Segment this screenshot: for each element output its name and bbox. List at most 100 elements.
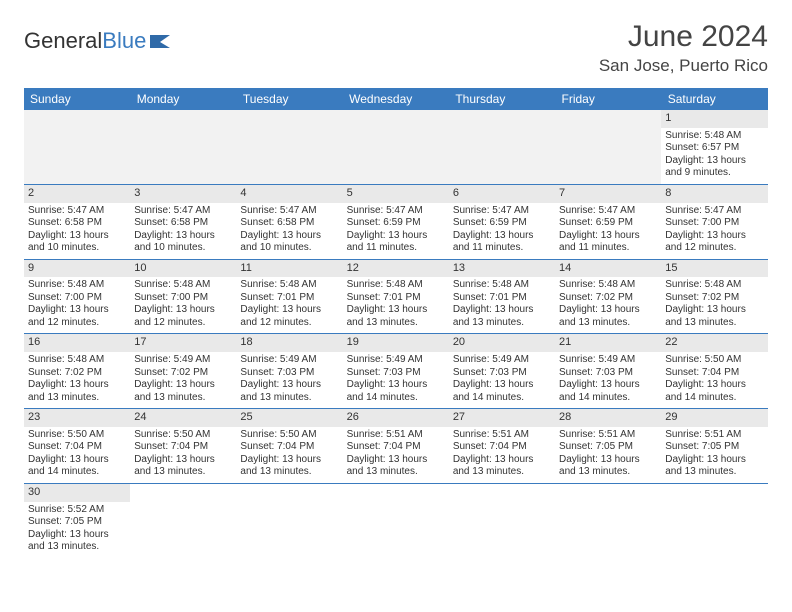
calendar-cell: 12Sunrise: 5:48 AMSunset: 7:01 PMDayligh…: [343, 259, 449, 334]
day-number: 8: [661, 185, 767, 203]
day-number: 5: [343, 185, 449, 203]
sunrise-text: Sunrise: 5:47 AM: [134, 205, 232, 218]
daylight-text: Daylight: 13 hours and 13 minutes.: [559, 304, 657, 329]
sunrise-text: Sunrise: 5:49 AM: [134, 354, 232, 367]
daylight-text: Daylight: 13 hours and 10 minutes.: [28, 230, 126, 255]
day-number: 21: [555, 334, 661, 352]
day-number: 4: [236, 185, 342, 203]
calendar-cell: 23Sunrise: 5:50 AMSunset: 7:04 PMDayligh…: [24, 409, 130, 484]
sunrise-text: Sunrise: 5:49 AM: [559, 354, 657, 367]
weekday-header: Sunday: [24, 88, 130, 110]
day-number: 11: [236, 260, 342, 278]
daylight-text: Daylight: 13 hours and 13 minutes.: [665, 454, 763, 479]
daylight-text: Daylight: 13 hours and 14 minutes.: [665, 379, 763, 404]
sunrise-text: Sunrise: 5:47 AM: [665, 205, 763, 218]
calendar-cell: 21Sunrise: 5:49 AMSunset: 7:03 PMDayligh…: [555, 334, 661, 409]
sunset-text: Sunset: 7:00 PM: [665, 217, 763, 230]
sunrise-text: Sunrise: 5:47 AM: [559, 205, 657, 218]
day-number: 7: [555, 185, 661, 203]
daylight-text: Daylight: 13 hours and 11 minutes.: [453, 230, 551, 255]
calendar-cell: 4Sunrise: 5:47 AMSunset: 6:58 PMDaylight…: [236, 184, 342, 259]
daylight-text: Daylight: 13 hours and 12 minutes.: [134, 304, 232, 329]
sunrise-text: Sunrise: 5:48 AM: [665, 130, 763, 143]
day-number: 15: [661, 260, 767, 278]
calendar-cell: [449, 483, 555, 557]
calendar-cell: 19Sunrise: 5:49 AMSunset: 7:03 PMDayligh…: [343, 334, 449, 409]
day-number: 19: [343, 334, 449, 352]
calendar-cell: [449, 110, 555, 184]
calendar-cell: [130, 483, 236, 557]
sunset-text: Sunset: 7:01 PM: [347, 292, 445, 305]
day-number: 1: [661, 110, 767, 128]
day-number: 24: [130, 409, 236, 427]
sunset-text: Sunset: 7:03 PM: [240, 367, 338, 380]
calendar-cell: [343, 483, 449, 557]
sunset-text: Sunset: 7:00 PM: [134, 292, 232, 305]
calendar-week-row: 30Sunrise: 5:52 AMSunset: 7:05 PMDayligh…: [24, 483, 768, 557]
daylight-text: Daylight: 13 hours and 9 minutes.: [665, 155, 763, 180]
calendar-week-row: 23Sunrise: 5:50 AMSunset: 7:04 PMDayligh…: [24, 409, 768, 484]
sunrise-text: Sunrise: 5:51 AM: [665, 429, 763, 442]
sunset-text: Sunset: 7:02 PM: [134, 367, 232, 380]
sunrise-text: Sunrise: 5:50 AM: [28, 429, 126, 442]
calendar-cell: [24, 110, 130, 184]
sunrise-text: Sunrise: 5:51 AM: [453, 429, 551, 442]
calendar-cell: 22Sunrise: 5:50 AMSunset: 7:04 PMDayligh…: [661, 334, 767, 409]
daylight-text: Daylight: 13 hours and 10 minutes.: [134, 230, 232, 255]
sunrise-text: Sunrise: 5:47 AM: [28, 205, 126, 218]
sunset-text: Sunset: 7:03 PM: [453, 367, 551, 380]
sunrise-text: Sunrise: 5:49 AM: [240, 354, 338, 367]
day-number: 30: [24, 484, 130, 502]
sunset-text: Sunset: 6:58 PM: [240, 217, 338, 230]
day-number: 23: [24, 409, 130, 427]
daylight-text: Daylight: 13 hours and 11 minutes.: [559, 230, 657, 255]
sunrise-text: Sunrise: 5:51 AM: [559, 429, 657, 442]
calendar-cell: 3Sunrise: 5:47 AMSunset: 6:58 PMDaylight…: [130, 184, 236, 259]
day-number: 10: [130, 260, 236, 278]
calendar-body: 1Sunrise: 5:48 AMSunset: 6:57 PMDaylight…: [24, 110, 768, 558]
calendar-cell: [555, 110, 661, 184]
daylight-text: Daylight: 13 hours and 13 minutes.: [347, 454, 445, 479]
calendar-cell: 2Sunrise: 5:47 AMSunset: 6:58 PMDaylight…: [24, 184, 130, 259]
day-number: 27: [449, 409, 555, 427]
sunset-text: Sunset: 7:03 PM: [347, 367, 445, 380]
sunset-text: Sunset: 7:03 PM: [559, 367, 657, 380]
calendar-cell: [130, 110, 236, 184]
calendar-table: SundayMondayTuesdayWednesdayThursdayFrid…: [24, 88, 768, 558]
sunrise-text: Sunrise: 5:50 AM: [134, 429, 232, 442]
sunset-text: Sunset: 7:04 PM: [453, 441, 551, 454]
sunrise-text: Sunrise: 5:48 AM: [28, 354, 126, 367]
sunset-text: Sunset: 7:01 PM: [453, 292, 551, 305]
daylight-text: Daylight: 13 hours and 13 minutes.: [559, 454, 657, 479]
calendar-cell: 28Sunrise: 5:51 AMSunset: 7:05 PMDayligh…: [555, 409, 661, 484]
calendar-cell: [555, 483, 661, 557]
day-number: 20: [449, 334, 555, 352]
daylight-text: Daylight: 13 hours and 14 minutes.: [453, 379, 551, 404]
day-number: 16: [24, 334, 130, 352]
weekday-header: Tuesday: [236, 88, 342, 110]
sunset-text: Sunset: 6:57 PM: [665, 142, 763, 155]
weekday-header: Saturday: [661, 88, 767, 110]
day-number: 28: [555, 409, 661, 427]
daylight-text: Daylight: 13 hours and 13 minutes.: [134, 379, 232, 404]
sunset-text: Sunset: 6:59 PM: [453, 217, 551, 230]
sunrise-text: Sunrise: 5:47 AM: [240, 205, 338, 218]
daylight-text: Daylight: 13 hours and 13 minutes.: [453, 304, 551, 329]
calendar-cell: 6Sunrise: 5:47 AMSunset: 6:59 PMDaylight…: [449, 184, 555, 259]
calendar-week-row: 2Sunrise: 5:47 AMSunset: 6:58 PMDaylight…: [24, 184, 768, 259]
sunset-text: Sunset: 6:58 PM: [28, 217, 126, 230]
sunrise-text: Sunrise: 5:48 AM: [347, 279, 445, 292]
daylight-text: Daylight: 13 hours and 11 minutes.: [347, 230, 445, 255]
calendar-week-row: 16Sunrise: 5:48 AMSunset: 7:02 PMDayligh…: [24, 334, 768, 409]
calendar-cell: [343, 110, 449, 184]
sunset-text: Sunset: 7:04 PM: [28, 441, 126, 454]
weekday-header: Thursday: [449, 88, 555, 110]
daylight-text: Daylight: 13 hours and 13 minutes.: [665, 304, 763, 329]
daylight-text: Daylight: 13 hours and 13 minutes.: [347, 304, 445, 329]
calendar-cell: 7Sunrise: 5:47 AMSunset: 6:59 PMDaylight…: [555, 184, 661, 259]
sunset-text: Sunset: 7:04 PM: [665, 367, 763, 380]
day-number: 3: [130, 185, 236, 203]
sunrise-text: Sunrise: 5:48 AM: [134, 279, 232, 292]
sunrise-text: Sunrise: 5:52 AM: [28, 504, 126, 517]
calendar-cell: 16Sunrise: 5:48 AMSunset: 7:02 PMDayligh…: [24, 334, 130, 409]
